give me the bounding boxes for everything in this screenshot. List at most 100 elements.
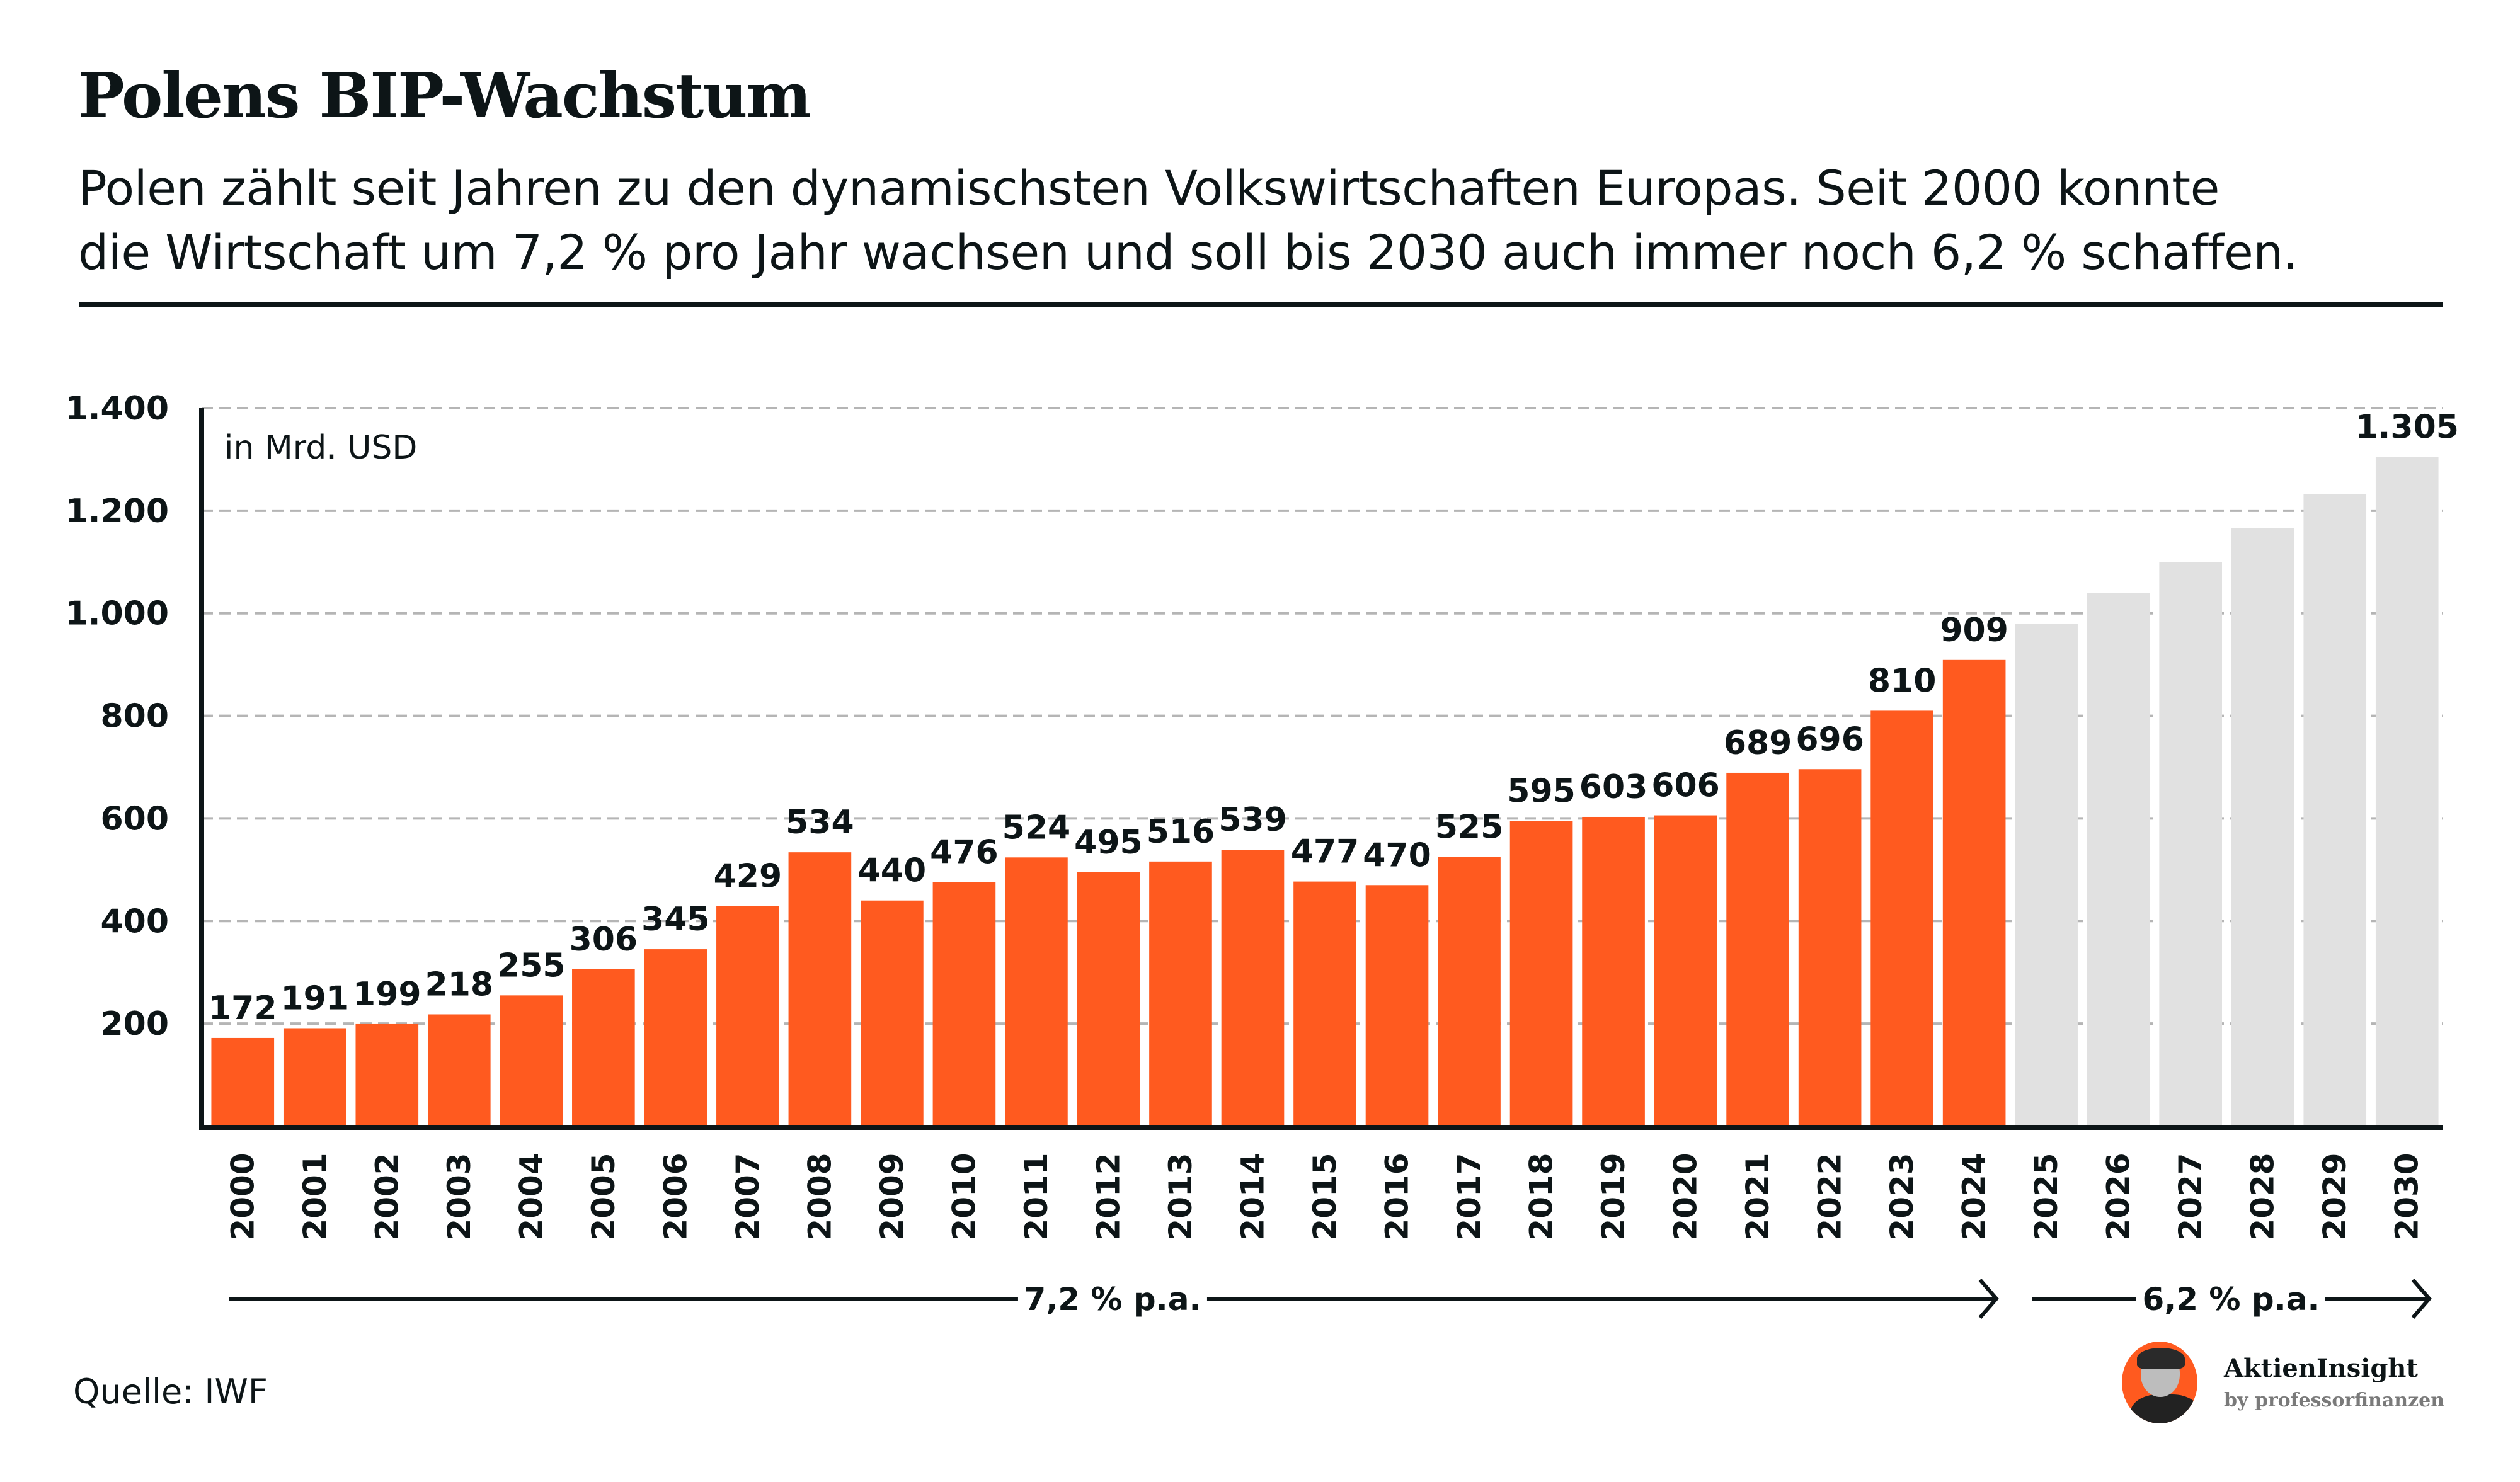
y-tick-label: 1.400 — [66, 390, 169, 428]
value-label: 689 — [1724, 724, 1792, 762]
value-label: 255 — [497, 947, 566, 984]
value-label: 525 — [1435, 809, 1504, 846]
value-label: 218 — [425, 966, 494, 1003]
x-tick-label: 2012 — [1090, 1153, 1126, 1240]
bar-actual — [788, 852, 852, 1126]
bar-actual — [1726, 772, 1789, 1126]
y-tick-label: 800 — [100, 698, 169, 736]
bar-actual — [644, 949, 707, 1126]
x-tick-label: 2028 — [2245, 1153, 2281, 1240]
x-tick-label: 2014 — [1234, 1153, 1271, 1240]
x-tick-label: 2019 — [1595, 1153, 1632, 1240]
chart-subtitle: Polen zählt seit Jahren zu den dynamisch… — [78, 156, 2472, 285]
bar-actual — [500, 995, 563, 1126]
value-label: 306 — [570, 921, 638, 959]
x-tick-label: 2013 — [1162, 1153, 1199, 1240]
bar-actual — [1293, 881, 1356, 1126]
chart-title: Polens BIP-Wachstum — [78, 60, 811, 132]
value-label: 345 — [641, 901, 710, 938]
bar-actual — [1582, 816, 1645, 1126]
x-tick-label: 2030 — [2389, 1153, 2426, 1240]
y-tick-label: 600 — [100, 800, 169, 838]
x-tick-label: 2022 — [1812, 1153, 1848, 1240]
x-tick-label: 2026 — [2100, 1153, 2137, 1240]
growth-arrows: 7,2 % p.a. 6,2 % p.a. — [229, 1279, 2432, 1319]
x-tick-label: 2027 — [2172, 1153, 2209, 1240]
brand-name: AktienInsight — [2224, 1354, 2418, 1383]
y-tick-label: 1.000 — [66, 595, 169, 633]
bar-forecast — [2231, 528, 2294, 1126]
x-tick-labels: 2000 2001 2002 2003 2004 2005 2006 2007 2008 2009… — [224, 1153, 2425, 1240]
bar-actual — [1870, 710, 1933, 1126]
value-label: 440 — [858, 852, 927, 890]
y-tick-labels: 200 400 600 800 1.000 1.200 1.400 — [66, 390, 169, 1043]
y-tick-label: 200 — [100, 1005, 169, 1043]
value-label: 696 — [1796, 721, 1864, 758]
value-label: 603 — [1579, 768, 1648, 806]
value-label: 524 — [1002, 809, 1071, 846]
value-label: 476 — [930, 833, 999, 871]
x-tick-label: 2023 — [1884, 1153, 1920, 1240]
y-tick-label: 400 — [100, 903, 169, 940]
bar-actual — [861, 900, 924, 1126]
bar-actual — [1798, 769, 1862, 1126]
header-divider — [79, 302, 2443, 307]
bar-actual — [572, 969, 635, 1126]
x-tick-label: 2000 — [224, 1153, 261, 1240]
value-label: 595 — [1507, 773, 1576, 811]
axes — [199, 408, 2443, 1130]
bar-forecast — [2015, 624, 2078, 1126]
avatar-icon — [2122, 1342, 2197, 1423]
value-label: 539 — [1218, 801, 1287, 839]
bar-actual — [1221, 850, 1285, 1126]
bar-forecast — [2159, 562, 2223, 1126]
source-note: Quelle: IWF — [73, 1372, 268, 1411]
bar-forecast — [2375, 457, 2439, 1126]
x-tick-label: 2007 — [730, 1153, 766, 1240]
unit-label: in Mrd. USD — [224, 429, 417, 467]
value-label: 199 — [353, 976, 421, 1013]
x-tick-label: 2008 — [801, 1153, 838, 1240]
x-tick-label: 2020 — [1668, 1153, 1704, 1240]
value-label: 477 — [1291, 833, 1360, 871]
x-tick-label: 2017 — [1451, 1153, 1487, 1240]
value-label: 534 — [786, 804, 854, 841]
x-tick-label: 2025 — [2028, 1153, 2065, 1240]
x-tick-label: 2029 — [2317, 1153, 2353, 1240]
bars — [211, 457, 2439, 1126]
bar-actual — [1365, 885, 1429, 1126]
x-tick-label: 2024 — [1956, 1153, 1993, 1240]
bar-actual — [716, 906, 779, 1126]
bar-actual — [355, 1023, 419, 1126]
bar-actual — [932, 882, 996, 1126]
bar-actual — [1942, 659, 2006, 1126]
bar-forecast — [2087, 593, 2150, 1126]
bar-actual — [1005, 857, 1068, 1126]
x-tick-label: 2002 — [369, 1153, 405, 1240]
bar-actual — [1438, 857, 1501, 1126]
bar-actual — [427, 1014, 491, 1126]
y-tick-label: 1.200 — [66, 493, 169, 530]
x-tick-label: 2006 — [657, 1153, 694, 1240]
x-tick-label: 2016 — [1379, 1153, 1416, 1240]
value-label: 495 — [1074, 824, 1143, 862]
x-tick-label: 2011 — [1018, 1153, 1055, 1240]
x-tick-label: 2003 — [441, 1153, 478, 1240]
x-tick-label: 2021 — [1739, 1153, 1776, 1240]
value-label: 909 — [1940, 612, 2008, 649]
brand-byline: by professorfinanzen — [2224, 1389, 2445, 1411]
value-label: 429 — [714, 858, 782, 896]
x-tick-label: 2009 — [874, 1153, 910, 1240]
x-tick-label: 2018 — [1523, 1153, 1560, 1240]
bar-actual — [1654, 815, 1717, 1126]
arrow-head-icon — [1978, 1279, 1999, 1319]
value-label: 606 — [1651, 767, 1720, 805]
brand-logo: AktienInsight by professorfinanzen — [2122, 1342, 2444, 1423]
x-tick-label: 2005 — [585, 1153, 622, 1240]
bar-actual — [1077, 872, 1140, 1126]
growth-rate-label: 7,2 % p.a. — [1024, 1281, 1201, 1318]
subtitle-line-2: die Wirtschaft um 7,2 % pro Jahr wachsen… — [78, 224, 2298, 280]
growth-rate-label: 6,2 % p.a. — [2142, 1281, 2319, 1318]
